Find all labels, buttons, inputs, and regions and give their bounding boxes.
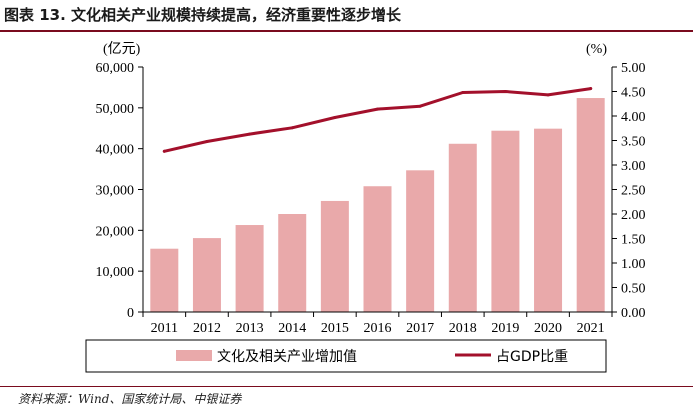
x-tick-label: 2015 — [321, 321, 349, 336]
right-tick-label: 0.50 — [621, 282, 646, 297]
source-note: 资料来源：Wind、国家统计局、中银证券 — [18, 392, 242, 406]
right-tick-label: 4.00 — [621, 110, 646, 125]
gdp-share-point — [461, 90, 465, 94]
left-tick-label: 0 — [127, 306, 134, 321]
x-tick-label: 2018 — [449, 321, 477, 336]
title-rule — [0, 30, 693, 32]
left-tick-label: 20,000 — [96, 224, 135, 239]
gdp-share-point — [503, 90, 507, 93]
x-tick-label: 2017 — [406, 321, 434, 336]
gdp-share-point — [162, 149, 166, 153]
right-tick-label: 2.00 — [621, 208, 646, 223]
x-tick-label: 2021 — [577, 321, 605, 336]
legend-swatch-bar — [176, 350, 212, 361]
x-tick-label: 2019 — [491, 321, 519, 336]
right-axis-unit: (%) — [586, 42, 607, 57]
bar — [534, 128, 563, 312]
gdp-share-point — [546, 93, 550, 97]
x-tick-label: 2016 — [364, 321, 392, 336]
left-axis: 0 10,000 20,000 30,000 40,000 50,000 60,000 — [96, 61, 144, 321]
source-rule — [0, 386, 693, 387]
bar — [235, 225, 264, 312]
left-tick-label: 30,000 — [96, 184, 135, 199]
bar — [576, 98, 605, 313]
legend-label-bar: 文化及相关产业增加值 — [217, 349, 357, 365]
gdp-share-point — [376, 107, 379, 111]
right-tick-label: 2.50 — [621, 184, 646, 199]
gdp-share-point — [333, 115, 337, 119]
x-tick-label: 2020 — [534, 321, 562, 336]
x-tick-label: 2013 — [236, 321, 264, 336]
right-tick-label: 1.00 — [621, 257, 646, 272]
bar — [363, 186, 392, 312]
gdp-share-point — [589, 87, 593, 91]
gdp-share-point — [418, 104, 422, 108]
x-tick-label: 2011 — [151, 321, 178, 336]
left-tick-label: 60,000 — [96, 61, 135, 76]
bar — [448, 143, 477, 312]
left-axis-unit: (亿元) — [103, 41, 141, 57]
bar — [192, 238, 221, 312]
chart-title: 图表 13. 文化相关产业规模持续提高，经济重要性逐步增长 — [4, 6, 402, 24]
bar — [491, 130, 520, 312]
x-axis: 2011 2012 2013 2014 2015 2016 2017 2018 2019 2020… — [142, 311, 613, 336]
right-tick-label: 3.00 — [621, 159, 646, 174]
right-axis: 0.00 0.50 1.00 1.50 2.00 2.50 3.00 3.50 4.00 4.50… — [611, 61, 646, 321]
gdp-share-point — [290, 126, 294, 130]
left-tick-label: 50,000 — [96, 102, 135, 117]
x-tick-label: 2012 — [193, 321, 221, 336]
gdp-share-point — [205, 139, 209, 143]
left-tick-label: 10,000 — [96, 265, 135, 280]
bar — [278, 214, 307, 312]
right-tick-label: 0.00 — [621, 306, 646, 321]
bar-series — [150, 98, 605, 313]
bar — [406, 170, 435, 312]
right-tick-label: 1.50 — [621, 233, 646, 248]
gdp-share-point — [248, 132, 252, 136]
right-tick-label: 4.50 — [621, 86, 646, 101]
right-tick-label: 3.50 — [621, 135, 646, 150]
bar — [320, 200, 349, 312]
left-tick-label: 40,000 — [96, 143, 135, 158]
x-tick-label: 2014 — [278, 321, 306, 336]
legend-box — [85, 339, 607, 373]
line-series — [162, 87, 593, 153]
legend-label-line: 占GDP比重 — [496, 349, 568, 365]
gdp-share-line — [162, 87, 593, 153]
right-tick-label: 5.00 — [621, 61, 646, 76]
bar — [150, 248, 179, 312]
